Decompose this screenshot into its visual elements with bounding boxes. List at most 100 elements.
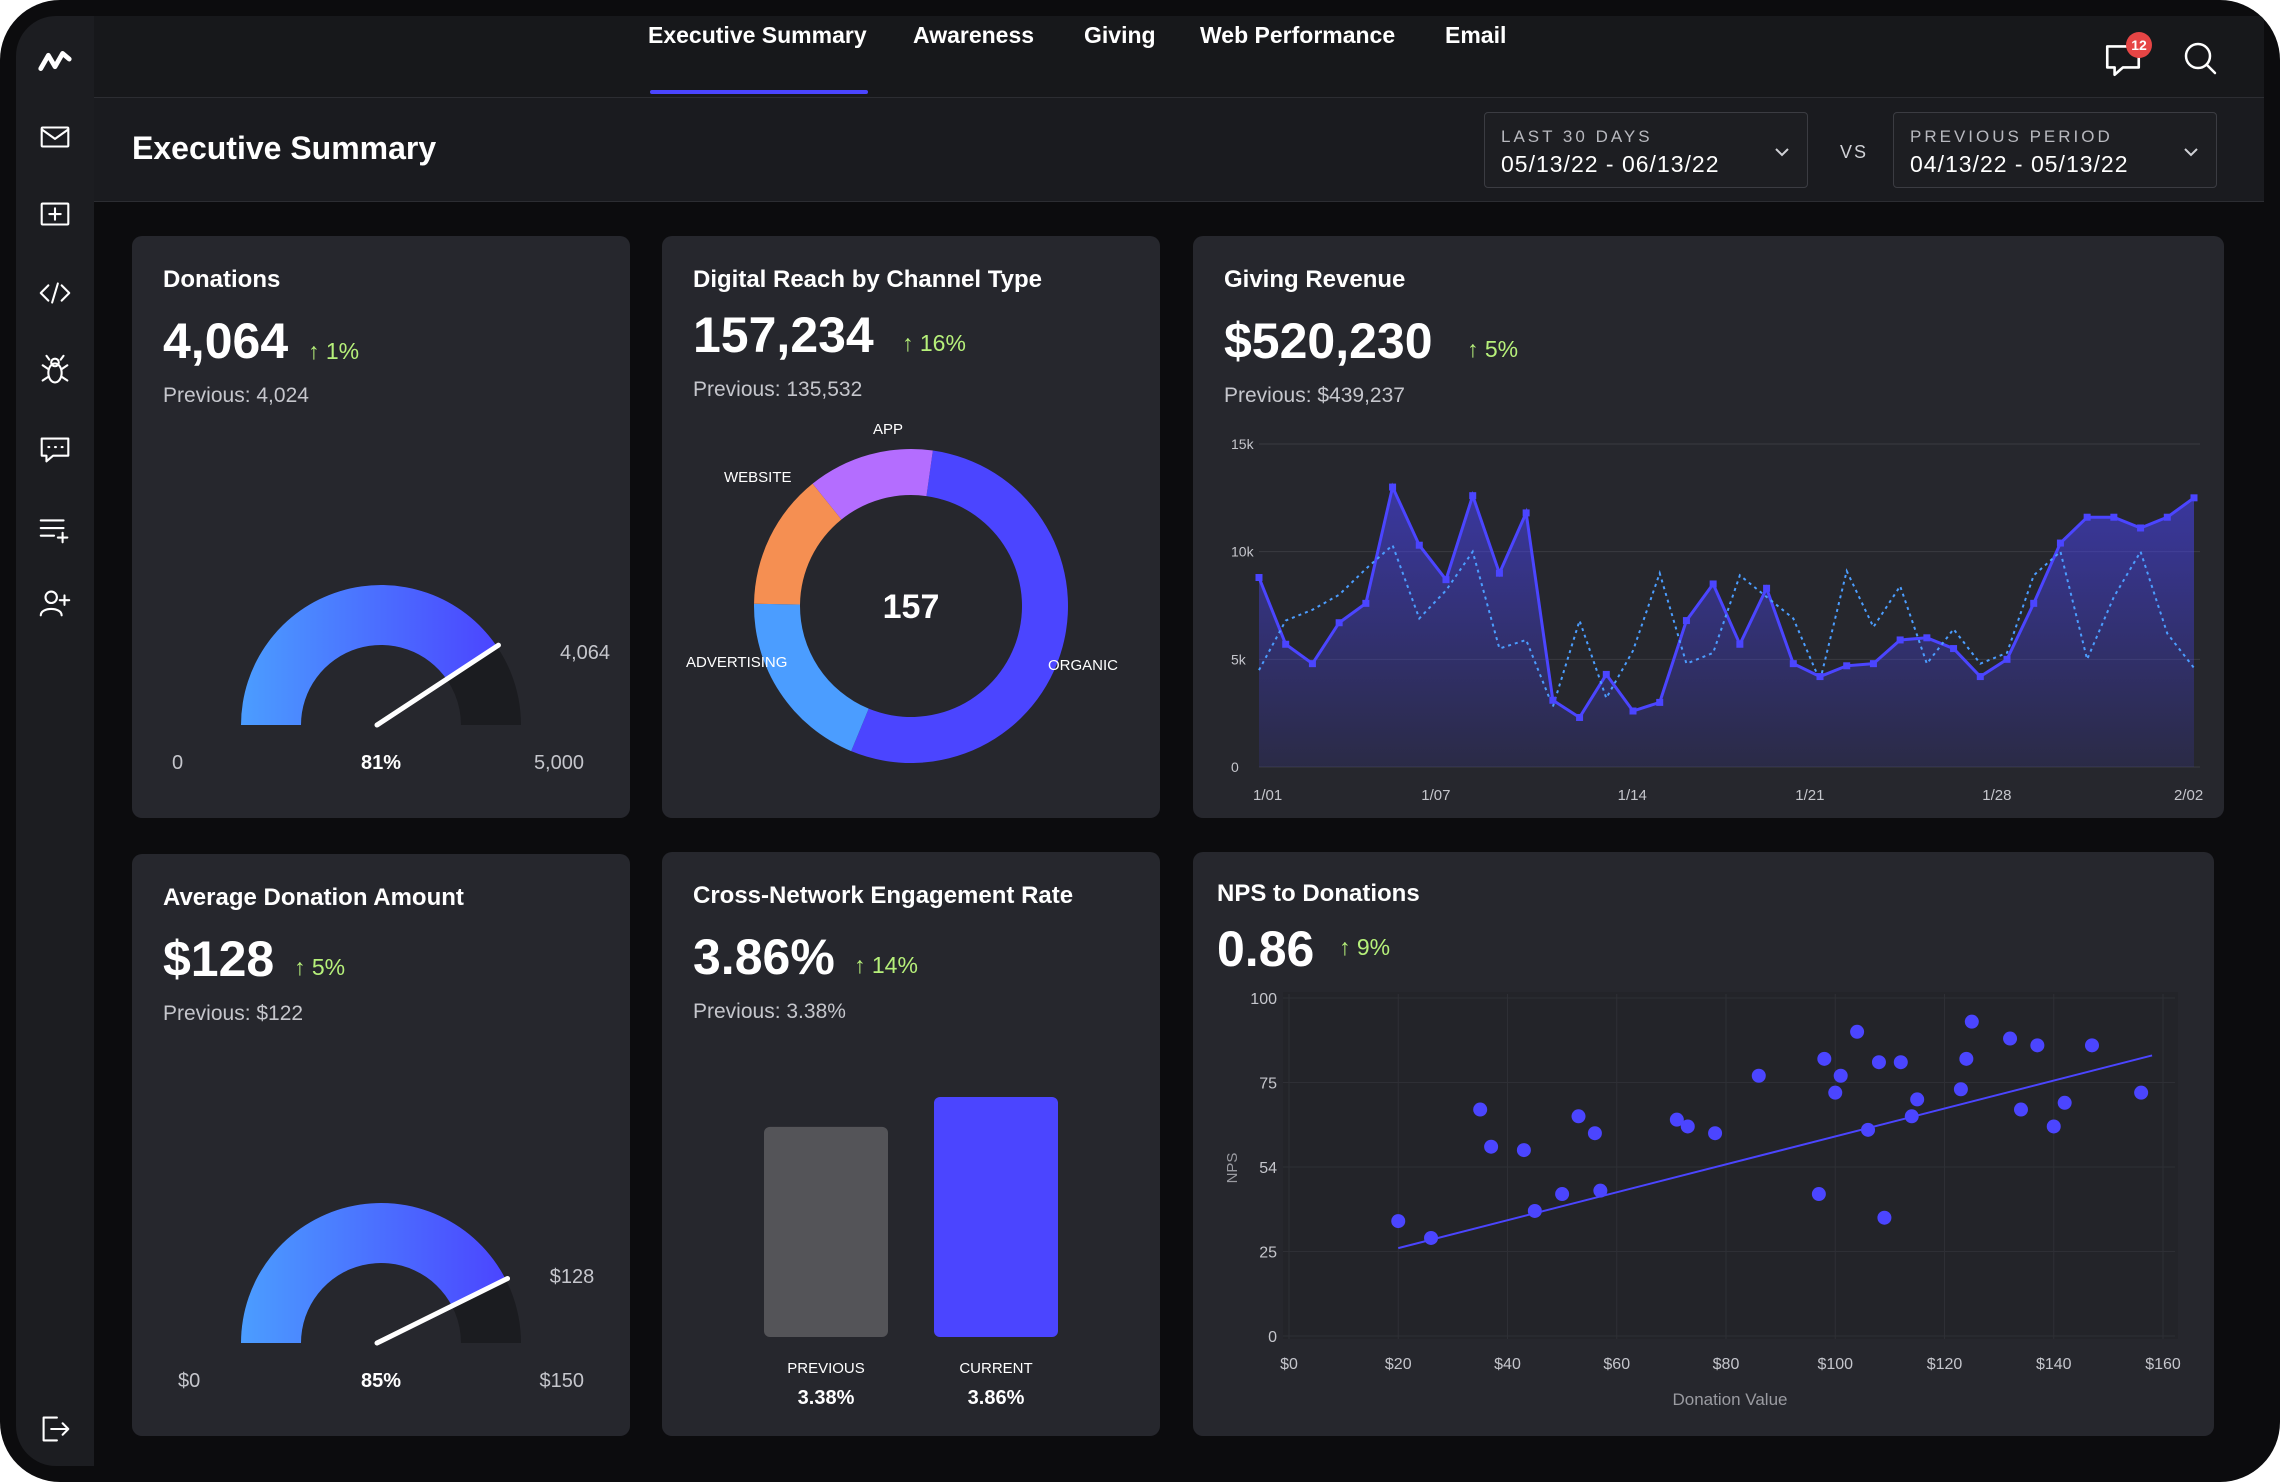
donut-slice-website[interactable]	[754, 483, 842, 605]
revenue-point[interactable]	[1549, 696, 1557, 704]
scatter-point[interactable]	[2013, 1102, 2028, 1117]
scatter-point[interactable]	[2046, 1119, 2061, 1134]
tab-email[interactable]: Email	[1445, 22, 1507, 48]
scatter-point[interactable]	[2057, 1095, 2072, 1110]
tab-executive-summary[interactable]: Executive Summary	[648, 22, 867, 48]
logo-icon[interactable]	[30, 36, 80, 86]
revenue-point[interactable]	[1763, 584, 1771, 592]
scatter-point[interactable]	[1904, 1109, 1919, 1124]
current-period-select[interactable]: LAST 30 DAYS 05/13/22 - 06/13/22	[1484, 112, 1808, 188]
tab-awareness[interactable]: Awareness	[913, 22, 1035, 48]
revenue-point[interactable]	[1576, 713, 1584, 721]
donut-slice-app[interactable]	[812, 449, 933, 520]
scatter-point[interactable]	[1708, 1126, 1723, 1141]
revenue-point[interactable]	[1629, 707, 1637, 715]
current-period-value: 05/13/22 - 06/13/22	[1501, 151, 1720, 177]
revenue-point[interactable]	[1602, 670, 1610, 678]
scatter-point[interactable]	[1484, 1139, 1499, 1154]
revenue-point[interactable]	[1389, 483, 1397, 491]
add-box-icon[interactable]	[30, 190, 80, 240]
tab-web-performance[interactable]: Web Performance	[1200, 22, 1396, 48]
revenue-point[interactable]	[1282, 640, 1290, 648]
scatter-point[interactable]	[2003, 1031, 2018, 1046]
logout-icon[interactable]	[30, 1404, 80, 1454]
revenue-point[interactable]	[1843, 662, 1851, 670]
bar-current[interactable]	[934, 1097, 1058, 1337]
scatter-point[interactable]	[1473, 1102, 1488, 1117]
donut-slice-organic[interactable]	[851, 450, 1068, 763]
scatter-point[interactable]	[1817, 1051, 1832, 1066]
revenue-point[interactable]	[1736, 640, 1744, 648]
scatter-point[interactable]	[1833, 1068, 1848, 1083]
revenue-point[interactable]	[1469, 492, 1477, 500]
scatter-point[interactable]	[1424, 1230, 1439, 1245]
scatter-point[interactable]	[1593, 1183, 1608, 1198]
revenue-point[interactable]	[1869, 660, 1877, 668]
revenue-point[interactable]	[1362, 599, 1370, 607]
scatter-point[interactable]	[1680, 1119, 1695, 1134]
search-icon[interactable]	[2180, 38, 2220, 78]
donut-slice-advertising[interactable]	[754, 603, 869, 752]
revenue-point[interactable]	[1442, 576, 1450, 584]
revenue-point[interactable]	[2083, 513, 2091, 521]
scatter-point[interactable]	[1751, 1068, 1766, 1083]
revenue-point[interactable]	[2190, 494, 2198, 502]
revenue-point[interactable]	[2137, 524, 2145, 532]
scatter-point[interactable]	[1877, 1210, 1892, 1225]
revenue-point[interactable]	[2163, 513, 2171, 521]
average-donation-card: Average Donation Amount $128 ↑ 5% Previo…	[132, 854, 630, 1436]
scatter-point[interactable]	[1959, 1051, 1974, 1066]
scatter-point[interactable]	[1587, 1126, 1602, 1141]
chat-icon[interactable]	[30, 424, 80, 474]
add-list-icon[interactable]	[30, 504, 80, 554]
revenue-point[interactable]	[1950, 645, 1958, 653]
y-tick-label: 100	[1250, 991, 1277, 1008]
revenue-point[interactable]	[1308, 660, 1316, 668]
scatter-point[interactable]	[1953, 1082, 1968, 1097]
revenue-point[interactable]	[1522, 509, 1530, 517]
revenue-point[interactable]	[1896, 636, 1904, 644]
scatter-point[interactable]	[1516, 1143, 1531, 1158]
scatter-point[interactable]	[1893, 1055, 1908, 1070]
revenue-point[interactable]	[1495, 569, 1503, 577]
revenue-point[interactable]	[1335, 619, 1343, 627]
scatter-point[interactable]	[1527, 1203, 1542, 1218]
revenue-point[interactable]	[1789, 660, 1797, 668]
revenue-point[interactable]	[1976, 673, 1984, 681]
bug-icon[interactable]	[30, 346, 80, 396]
scatter-point[interactable]	[1850, 1024, 1865, 1039]
add-user-icon[interactable]	[30, 578, 80, 628]
revenue-point[interactable]	[1656, 698, 1664, 706]
x-tick-label: 1/14	[1618, 787, 1647, 804]
code-icon[interactable]	[30, 268, 80, 318]
revenue-point[interactable]	[1709, 580, 1717, 588]
tab-giving[interactable]: Giving	[1084, 22, 1156, 48]
scatter-point[interactable]	[1669, 1112, 1684, 1127]
scatter-point[interactable]	[2134, 1085, 2149, 1100]
scatter-point[interactable]	[1391, 1214, 1406, 1229]
scatter-point[interactable]	[1964, 1014, 1979, 1029]
scatter-point[interactable]	[1828, 1085, 1843, 1100]
scatter-point[interactable]	[1555, 1187, 1570, 1202]
scatter-point[interactable]	[1871, 1055, 1886, 1070]
scatter-point[interactable]	[1571, 1109, 1586, 1124]
revenue-point[interactable]	[1415, 541, 1423, 549]
revenue-point[interactable]	[1255, 574, 1263, 582]
scatter-point[interactable]	[1910, 1092, 1925, 1107]
scatter-point[interactable]	[2084, 1038, 2099, 1053]
revenue-point[interactable]	[1682, 617, 1690, 625]
revenue-point[interactable]	[1923, 634, 1931, 642]
bar-previous[interactable]	[764, 1126, 888, 1337]
revenue-point[interactable]	[2056, 539, 2064, 547]
scatter-point[interactable]	[1811, 1187, 1826, 1202]
revenue-point[interactable]	[1816, 673, 1824, 681]
x-tick-label: 1/21	[1795, 787, 1824, 804]
revenue-point[interactable]	[2030, 599, 2038, 607]
revenue-point[interactable]	[2110, 513, 2118, 521]
scatter-point[interactable]	[1861, 1122, 1876, 1137]
giving-revenue-chart: 0 5k 10k 15k 1/01 1/07 1/14 1/21 1/28 2/02	[1231, 436, 2203, 804]
scatter-point[interactable]	[2030, 1038, 2045, 1053]
mail-icon[interactable]	[30, 112, 80, 162]
previous-period-select[interactable]: PREVIOUS PERIOD 04/13/22 - 05/13/22	[1893, 112, 2217, 188]
revenue-point[interactable]	[2003, 655, 2011, 663]
